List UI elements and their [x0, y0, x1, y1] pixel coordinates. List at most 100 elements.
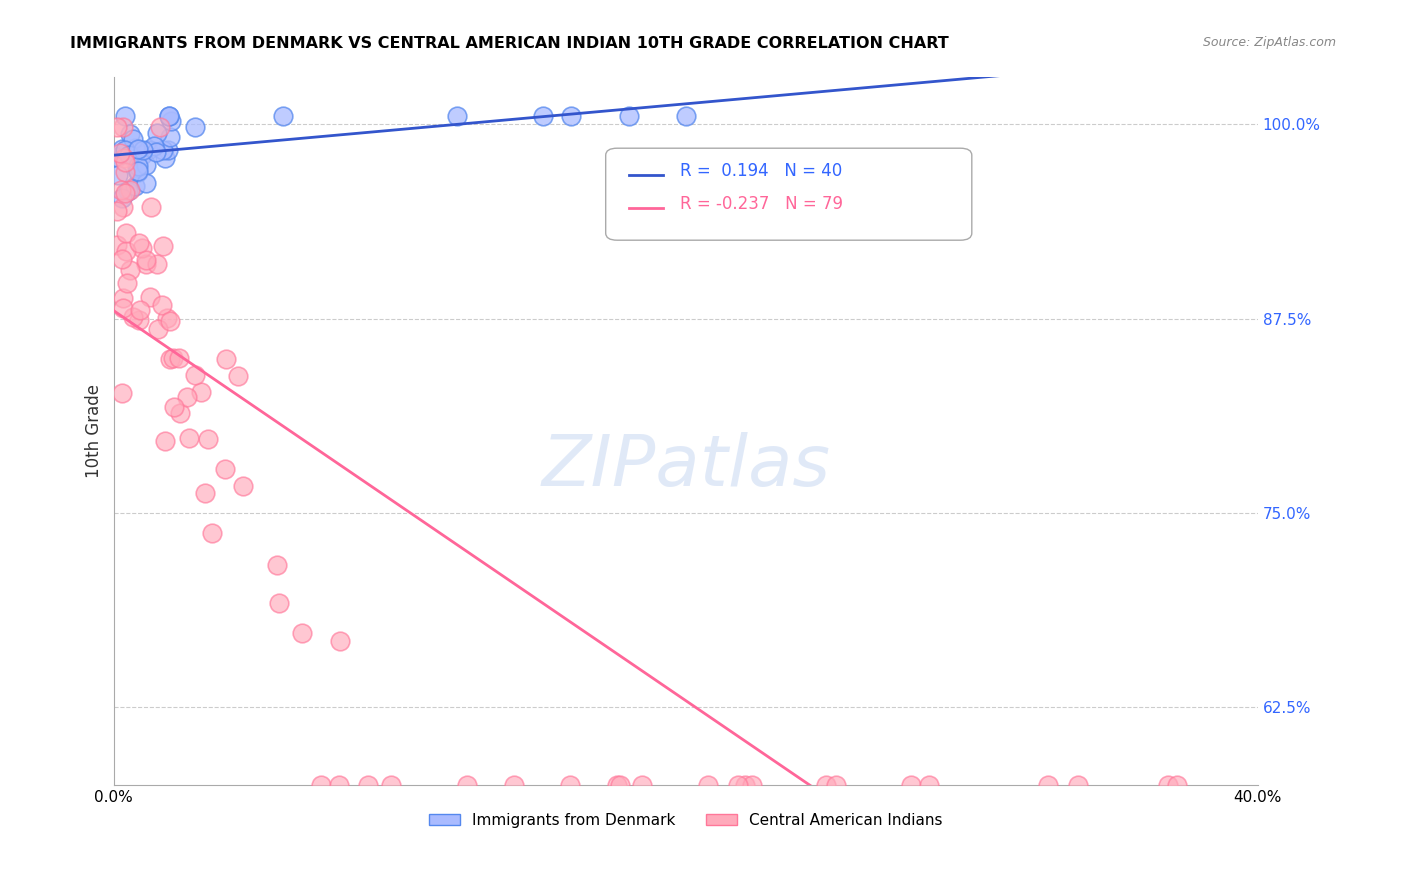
Point [918, 778, 941, 792]
Point [148, 321, 170, 335]
Point [446, 109, 468, 123]
Point [120, 183, 142, 197]
Point [271, 109, 294, 123]
Point [118, 262, 141, 277]
Point [560, 109, 582, 123]
Point [112, 151, 135, 165]
Point [160, 113, 183, 128]
Legend: Immigrants from Denmark, Central American Indians: Immigrants from Denmark, Central America… [423, 807, 949, 834]
Point [114, 154, 136, 169]
Point [143, 139, 166, 153]
Point [141, 201, 163, 215]
Point [184, 368, 207, 382]
Point [131, 241, 153, 255]
Point [456, 778, 478, 792]
Point [114, 165, 136, 179]
Point [111, 200, 134, 214]
Point [631, 778, 654, 792]
Point [105, 203, 128, 218]
Point [135, 257, 157, 271]
Point [114, 144, 136, 158]
Point [380, 778, 402, 792]
Point [135, 176, 157, 190]
Point [606, 778, 628, 792]
Point [114, 186, 136, 200]
Point [105, 120, 128, 135]
Point [145, 145, 167, 159]
Point [675, 109, 697, 123]
Point [1067, 778, 1090, 792]
Point [156, 310, 179, 325]
Point [824, 778, 846, 792]
Point [131, 148, 153, 162]
Point [900, 778, 922, 792]
Point [291, 626, 314, 640]
Point [159, 352, 181, 367]
Point [105, 237, 128, 252]
Point [193, 486, 215, 500]
Point [111, 291, 134, 305]
Point [124, 141, 146, 155]
Point [146, 257, 169, 271]
Point [269, 596, 291, 610]
Point [531, 109, 554, 123]
Point [176, 390, 198, 404]
Point [609, 778, 631, 792]
Point [117, 148, 139, 162]
Point [105, 150, 128, 164]
Point [309, 778, 332, 792]
FancyBboxPatch shape [606, 148, 972, 240]
Point [157, 143, 180, 157]
Point [128, 235, 150, 250]
Point [136, 143, 159, 157]
Point [127, 163, 149, 178]
Point [139, 290, 162, 304]
Point [329, 634, 352, 648]
Point [128, 313, 150, 327]
Point [127, 142, 149, 156]
Point [184, 120, 207, 135]
Point [122, 310, 145, 324]
Point [108, 146, 131, 161]
Point [190, 384, 212, 399]
Point [122, 132, 145, 146]
Point [115, 244, 138, 258]
Text: R =  0.194   N = 40: R = 0.194 N = 40 [681, 161, 842, 180]
Point [107, 168, 129, 182]
Text: IMMIGRANTS FROM DENMARK VS CENTRAL AMERICAN INDIAN 10TH GRADE CORRELATION CHART: IMMIGRANTS FROM DENMARK VS CENTRAL AMERI… [70, 36, 949, 51]
Point [214, 462, 236, 476]
Point [135, 158, 157, 172]
Point [617, 109, 640, 123]
Point [558, 778, 581, 792]
Point [226, 369, 249, 384]
Point [727, 778, 749, 792]
Point [1166, 778, 1188, 792]
Point [111, 142, 134, 156]
Point [162, 351, 184, 365]
Point [1036, 778, 1059, 792]
Point [117, 184, 139, 198]
Point [117, 277, 139, 291]
Point [502, 778, 524, 792]
Point [152, 143, 174, 157]
Point [169, 406, 191, 420]
Point [112, 120, 135, 135]
Point [149, 120, 172, 135]
Text: Source: ZipAtlas.com: Source: ZipAtlas.com [1202, 36, 1336, 49]
Point [153, 151, 176, 165]
Point [127, 164, 149, 178]
Point [114, 227, 136, 241]
Point [214, 351, 236, 366]
Point [200, 526, 222, 541]
Point [167, 351, 190, 366]
Point [177, 431, 200, 445]
Point [155, 434, 177, 448]
Point [1157, 778, 1180, 792]
Point [159, 314, 181, 328]
Point [146, 127, 169, 141]
Point [815, 778, 838, 792]
Point [120, 127, 142, 141]
Point [132, 143, 155, 157]
Point [741, 778, 763, 792]
Point [110, 183, 132, 197]
